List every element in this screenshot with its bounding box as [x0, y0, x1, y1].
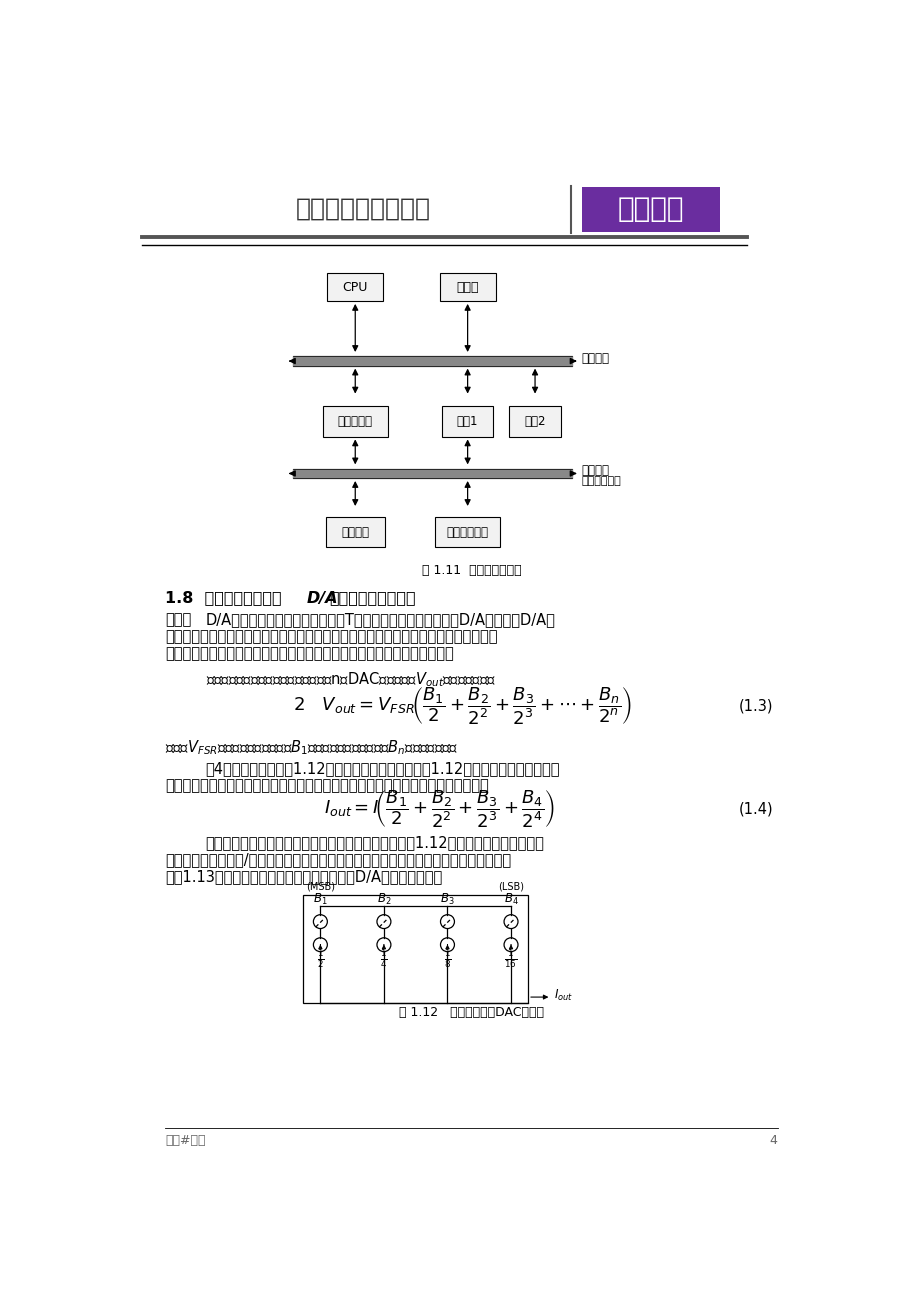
- Text: 以4位二进制为例，图1.12给出了一个说明实例。在图1.12中每个电流源值取决于相: 以4位二进制为例，图1.12给出了一个说明实例。在图1.12中每个电流源值取决于…: [206, 762, 560, 776]
- Text: 系统总线: 系统总线: [581, 353, 609, 366]
- Text: 外设1: 外设1: [457, 414, 478, 427]
- Text: 页眉页脚可一键删除: 页眉页脚可一键删除: [295, 197, 430, 220]
- Text: $B_4$: $B_4$: [503, 892, 518, 906]
- Text: 仅供参考: 仅供参考: [618, 195, 684, 224]
- Bar: [303, 896, 528, 1004]
- Text: 换器的工作原理，可以归结为按权展开求和的基本原则，对输入数字量中的每一位，按: 换器的工作原理，可以归结为按权展开求和的基本原则，对输入数字量中的每一位，按: [165, 629, 497, 644]
- Text: 存储器: 存储器: [456, 281, 479, 294]
- Text: $B_3$: $B_3$: [439, 892, 454, 906]
- Text: 解答：: 解答：: [165, 612, 191, 628]
- Text: CPU: CPU: [342, 281, 368, 294]
- Text: 总线控制器: 总线控制器: [337, 414, 372, 427]
- Text: 外设2: 外设2: [524, 414, 545, 427]
- Bar: [323, 406, 388, 436]
- Text: (1.3): (1.3): [738, 698, 773, 713]
- Text: 相应于无符号整数形式的二进制代码，n位DAC的输出电压$V_{out}$遵守如下等式：: 相应于无符号整数形式的二进制代码，n位DAC的输出电压$V_{out}$遵守如下…: [206, 671, 495, 689]
- Text: 应二进制位的状态，电流源值或者为零，或者为图中显示值，则输出电流的总和为：: 应二进制位的状态，电流源值或者为零，或者为图中显示值，则输出电流的总和为：: [165, 779, 489, 793]
- Text: 我们可以用稳定的参考电压及不同阻值的电阻来替代图1.12中的各个电流源，在电流: 我们可以用稳定的参考电压及不同阻值的电阻来替代图1.12中的各个电流源，在电流: [206, 836, 544, 850]
- Text: D/A转换器是按照规定的时间间隔T对控制器输出的数字量进行D/A转换的。D/A转: D/A转换器是按照规定的时间间隔T对控制器输出的数字量进行D/A转换的。D/A转: [206, 612, 555, 628]
- Text: 图 1.11  外部总线及组成: 图 1.11 外部总线及组成: [421, 564, 521, 577]
- Bar: [441, 406, 493, 436]
- Text: 通信总线: 通信总线: [581, 464, 609, 477]
- Text: $\frac{1}{4}$: $\frac{1}{4}$: [380, 948, 387, 970]
- Bar: [327, 273, 382, 301]
- Text: 智能仪表: 智能仪表: [341, 526, 369, 539]
- Text: (1.4): (1.4): [738, 802, 773, 816]
- Text: 式中，$V_{FSR}$为输出的满幅值电压，$B_1$是二进制的最高有效位，$B_n$是最低有效位。: 式中，$V_{FSR}$为输出的满幅值电压，$B_1$是二进制的最高有效位，$B…: [165, 738, 458, 756]
- Bar: [439, 273, 495, 301]
- Text: 的汇合输出加入电流/电压变换器，因此，可以得到权电阻法数字到模拟量转换器的原理图: 的汇合输出加入电流/电压变换器，因此，可以得到权电阻法数字到模拟量转换器的原理图: [165, 853, 511, 867]
- Text: 4: 4: [769, 1134, 777, 1147]
- Text: $\frac{1}{8}$: $\frac{1}{8}$: [443, 948, 450, 970]
- Text: 转换器的工作过程。: 转换器的工作过程。: [329, 591, 415, 605]
- FancyBboxPatch shape: [582, 187, 720, 232]
- Text: 权值分别转换为模拟量，然后通过运算放大器求和，得到相应模拟量输出。: 权值分别转换为模拟量，然后通过运算放大器求和，得到相应模拟量输出。: [165, 646, 454, 661]
- Text: （外部总线）: （外部总线）: [581, 477, 620, 486]
- Text: 1.8  详述基于权电阻的: 1.8 详述基于权电阻的: [165, 591, 282, 605]
- Bar: [509, 406, 560, 436]
- Text: (MSB): (MSB): [305, 881, 335, 891]
- Text: $\frac{1}{2}$: $\frac{1}{2}$: [316, 948, 323, 970]
- Bar: [435, 517, 500, 547]
- Bar: [325, 517, 384, 547]
- Text: $I_{out}$: $I_{out}$: [553, 988, 573, 1003]
- Text: 图 1.12   使用电流源的DAC概念图: 图 1.12 使用电流源的DAC概念图: [399, 1006, 543, 1019]
- Text: $B_2$: $B_2$: [376, 892, 391, 906]
- Text: $I_{out}=I\!\left(\dfrac{B_1}{2}+\dfrac{B_2}{2^2}+\dfrac{B_3}{2^3}+\dfrac{B_4}{2: $I_{out}=I\!\left(\dfrac{B_1}{2}+\dfrac{…: [323, 788, 555, 831]
- Text: $2\quad V_{out}=V_{FSR}\!\left(\dfrac{B_1}{2}+\dfrac{B_2}{2^2}+\dfrac{B_3}{2^3}+: $2\quad V_{out}=V_{FSR}\!\left(\dfrac{B_…: [293, 685, 631, 727]
- Text: (LSB): (LSB): [497, 881, 524, 891]
- Text: 如图1.13所示。图中位切换开关的数量，就是D/A转换器的字长。: 如图1.13所示。图中位切换开关的数量，就是D/A转换器的字长。: [165, 870, 442, 884]
- Text: $B_1$: $B_1$: [312, 892, 327, 906]
- Text: $\frac{1}{16}$: $\frac{1}{16}$: [504, 948, 517, 970]
- Text: 教学#类别: 教学#类别: [165, 1134, 206, 1147]
- Text: 智能执行机构: 智能执行机构: [446, 526, 488, 539]
- Text: D/A: D/A: [306, 591, 337, 605]
